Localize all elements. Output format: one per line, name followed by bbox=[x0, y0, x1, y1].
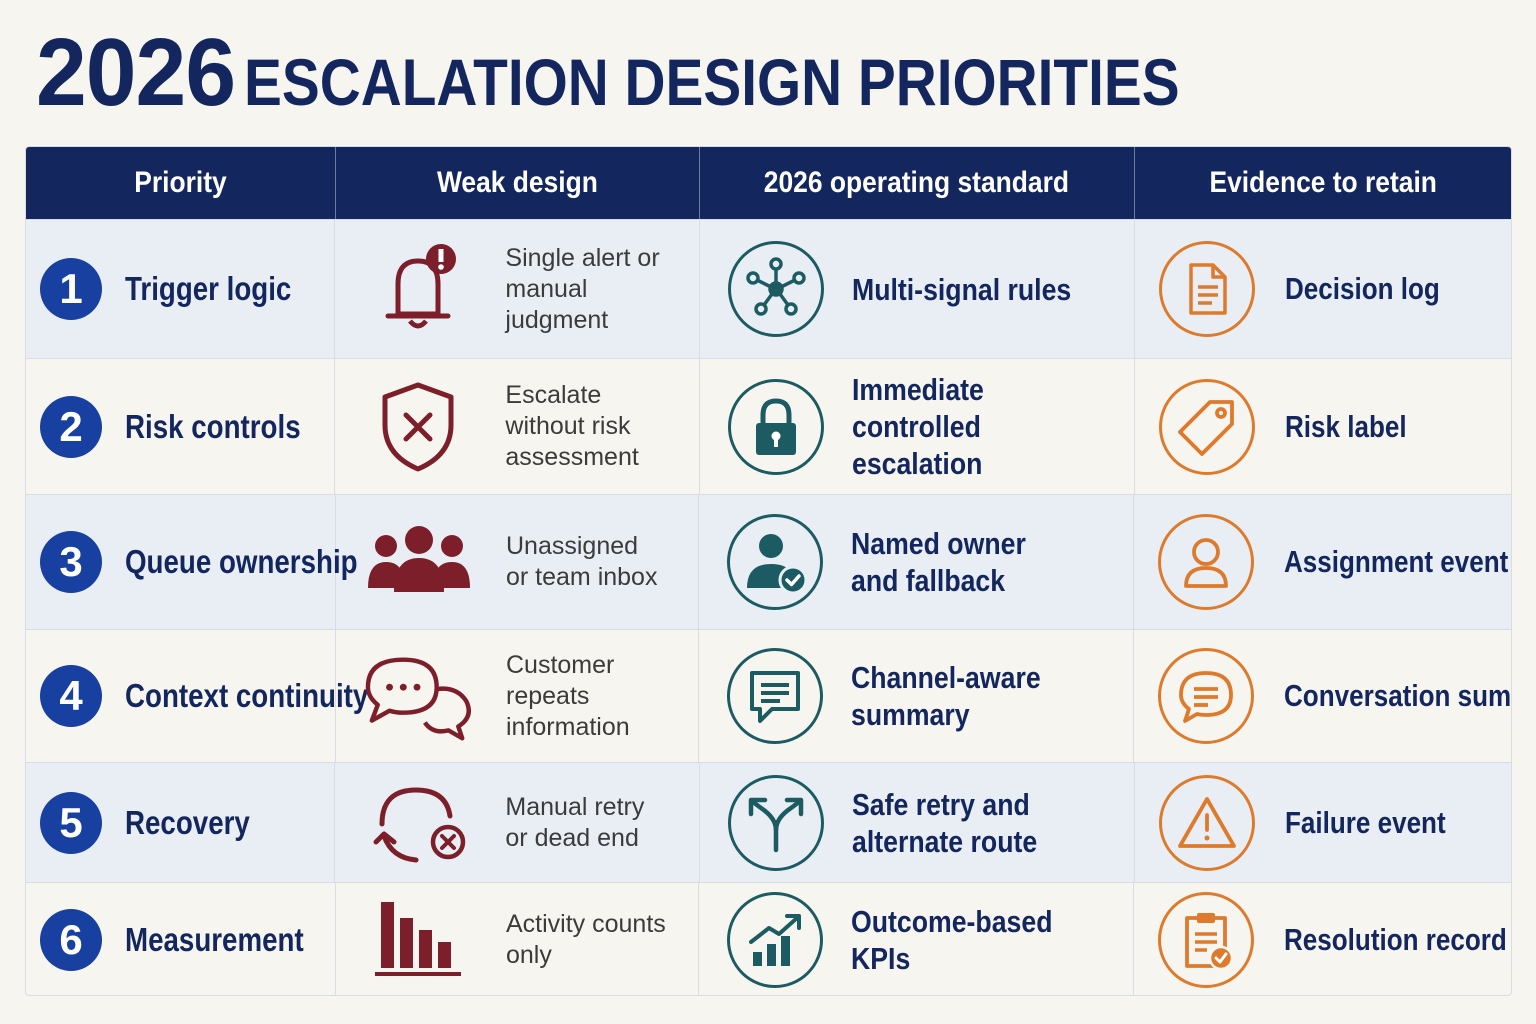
header-evidence: Evidence to retain bbox=[1209, 166, 1437, 199]
trend-chart-icon bbox=[727, 891, 823, 988]
weak-design-text: Escalate without risk assessment bbox=[505, 381, 639, 471]
group-icon bbox=[364, 522, 474, 602]
clipboard-check-icon bbox=[1158, 891, 1254, 988]
evidence-text: Decision log bbox=[1284, 271, 1440, 306]
evidence-text: Risk label bbox=[1284, 408, 1407, 444]
priority-label: Queue ownership bbox=[125, 543, 358, 580]
lock-icon bbox=[727, 378, 824, 475]
bell-alert-icon bbox=[363, 239, 473, 339]
priority-number-badge: 4 bbox=[40, 665, 102, 727]
priority-number-badge: 5 bbox=[40, 791, 102, 854]
evidence-text: Resolution record bbox=[1284, 921, 1507, 957]
table-header: Priority Weak design 2026 operating stan… bbox=[26, 147, 1511, 219]
header-operating-standard: 2026 operating standard bbox=[700, 147, 1135, 219]
warning-icon bbox=[1158, 774, 1255, 871]
priority-label: Trigger logic bbox=[125, 270, 292, 307]
standard-text: Channel-aware summary bbox=[851, 660, 1041, 732]
priority-number-badge: 3 bbox=[40, 531, 102, 593]
header-priority: Priority bbox=[26, 147, 336, 219]
retry-fail-icon bbox=[363, 778, 473, 868]
priority-label: Context continuity bbox=[125, 677, 369, 714]
priority-label: Risk controls bbox=[125, 407, 301, 445]
priority-label: Measurement bbox=[125, 920, 304, 958]
evidence-text: Assignment event bbox=[1284, 544, 1509, 579]
title-year: 2026 bbox=[36, 19, 236, 126]
priority-number-badge: 2 bbox=[40, 395, 102, 458]
table-row: 2 Risk controls Escalate without risk ass… bbox=[26, 358, 1511, 494]
header-weak-design: Weak design bbox=[336, 147, 701, 219]
page-title: 2026 ESCALATION DESIGN PRIORITIES bbox=[36, 18, 1331, 128]
table-row: 6 Measurement Activity counts only Outcom… bbox=[26, 882, 1511, 995]
priority-number-badge: 6 bbox=[40, 908, 102, 971]
table-row: 4 Context continuity Customer repeats inf… bbox=[26, 629, 1511, 762]
weak-design-text: Customer repeats information bbox=[506, 650, 630, 741]
shield-x-icon bbox=[363, 377, 473, 477]
message-icon bbox=[727, 648, 823, 744]
tag-icon bbox=[1158, 378, 1255, 475]
priority-number-badge: 1 bbox=[40, 258, 102, 320]
table-row: 5 Recovery Manual retry or dead end Safe … bbox=[26, 762, 1511, 882]
document-icon bbox=[1158, 241, 1255, 337]
standard-text: Outcome-based KPIs bbox=[851, 903, 1053, 976]
table-row: 1 Trigger logic Single alert or manual ju… bbox=[26, 219, 1511, 358]
bar-chart-icon bbox=[364, 898, 474, 982]
evidence-text: Conversation summary bbox=[1284, 678, 1512, 713]
chat-bubbles-icon bbox=[364, 651, 474, 741]
user-icon bbox=[1158, 514, 1254, 610]
network-nodes-icon bbox=[727, 241, 824, 337]
weak-design-text: Unassigned or team inbox bbox=[506, 532, 658, 591]
standard-text: Safe retry and alternate route bbox=[851, 786, 1037, 859]
standard-text: Immediate controlled escalation bbox=[851, 372, 984, 481]
priorities-table: Priority Weak design 2026 operating stan… bbox=[25, 146, 1512, 996]
title-text: ESCALATION DESIGN PRIORITIES bbox=[243, 45, 1180, 119]
priority-label: Recovery bbox=[125, 803, 250, 841]
weak-design-text: Activity counts only bbox=[506, 909, 666, 969]
split-route-icon bbox=[727, 774, 824, 871]
weak-design-text: Manual retry or dead end bbox=[505, 792, 645, 852]
table-row: 3 Queue ownership Unassigned or team inbo… bbox=[26, 494, 1511, 629]
chat-icon bbox=[1158, 648, 1254, 744]
evidence-text: Failure event bbox=[1284, 804, 1446, 840]
standard-text: Named owner and fallback bbox=[851, 526, 1026, 598]
user-check-icon bbox=[727, 514, 823, 610]
weak-design-text: Single alert or manual judgment bbox=[505, 243, 660, 334]
standard-text: Multi-signal rules bbox=[851, 271, 1071, 307]
